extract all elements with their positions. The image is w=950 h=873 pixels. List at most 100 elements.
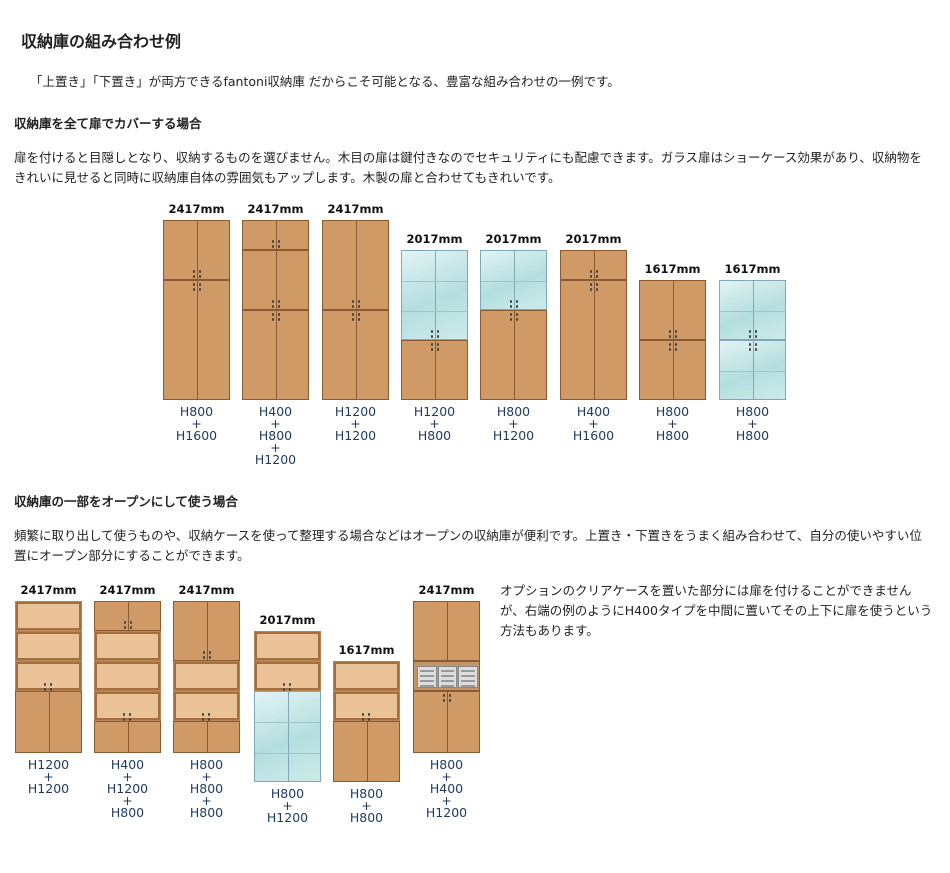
door-split [287,692,289,781]
clear-case-unit [413,661,480,691]
cabinet-height-label: 2417mm [247,202,304,216]
cabinet-composition-caption: H400 + H1600 [572,404,615,443]
door-knobs [271,313,282,321]
door-knobs [123,621,134,629]
open-shelf [255,662,320,690]
cabinet-height-label: 1617mm [338,643,395,657]
open-shelf [16,602,81,630]
open-unit [254,631,321,691]
wood-door-unit [242,250,309,310]
door-knobs [192,283,203,291]
wood-door-unit [173,601,240,661]
wood-door-unit [413,691,480,753]
door-split [206,602,208,660]
clear-case [417,666,437,688]
door-split [593,251,595,279]
section1-heading: 収納庫を全て扉でカバーする場合 [14,116,202,131]
open-shelf [174,662,239,690]
section1-body: 扉を付けると目隠しとなり、収納するものを選びません。木目の扉は鍵付きなのでセキュ… [14,150,922,185]
door-knobs [201,713,212,721]
cabinet-height-label: 2417mm [20,583,77,597]
cabinet-composition-caption: H800 + H400 + H1200 [425,757,468,820]
cabinet-height-label: 2017mm [565,232,622,246]
wood-door-unit [163,280,230,400]
cabinet-composition-caption: H800 + H800 [349,786,384,825]
door-knobs [442,694,453,702]
cabinet-height-label: 2017mm [259,613,316,627]
door-split [355,221,357,309]
open-shelf [255,632,320,660]
cabinet-composition-caption: H1200 + H1200 [27,757,70,796]
door-knobs [509,313,520,321]
door-split [672,281,674,339]
door-split [206,722,208,752]
cabinet-height-label: 1617mm [724,262,781,276]
open-unit [94,631,161,721]
section2-body: 頻繁に取り出して使うものや、収納ケースを使って整理する場合などはオープンの収納庫… [14,528,922,563]
door-split [513,251,515,309]
open-shelf [174,692,239,720]
open-shelf [16,662,81,690]
wood-door-unit [639,340,706,400]
glass-door-unit [480,250,547,310]
open-shelf [334,662,399,690]
cabinet-height-label: 2417mm [418,583,475,597]
glass-shelf [720,311,785,312]
door-knobs [271,300,282,308]
open-unit [333,661,400,721]
door-split [434,341,436,399]
door-split [275,251,277,309]
wood-door-unit [413,601,480,661]
door-knobs [202,651,213,659]
glass-door-unit [254,691,321,782]
open-shelf [95,692,160,720]
door-knobs [430,330,441,338]
wood-door-unit [173,721,240,753]
glass-shelf [720,371,785,372]
cabinet-composition-caption: H800 + H800 [735,404,770,443]
wood-door-unit [560,280,627,400]
door-knobs [748,330,759,338]
glass-door-unit [719,340,786,400]
glass-shelf [481,281,546,282]
section2-heading: 収納庫の一部をオープンにして使う場合 [14,494,238,509]
glass-shelf [255,722,320,723]
door-split [446,602,448,660]
cabinet-composition-caption: H400 + H800 + H1200 [254,404,297,467]
wood-door-unit [401,340,468,400]
cabinet-composition-caption: H800 + H800 + H800 [189,757,224,820]
door-knobs [509,300,520,308]
glass-shelf [402,281,467,282]
open-shelf [95,662,160,690]
door-split [196,281,198,399]
door-knobs [361,713,372,721]
door-knobs [430,343,441,351]
cabinet-composition-caption: H1200 + H800 [413,404,456,443]
wood-door-unit [560,250,627,280]
wood-door-unit [242,220,309,250]
glass-shelf [255,753,320,754]
door-split [366,722,368,781]
door-split [275,221,277,249]
wood-door-unit [242,310,309,400]
door-knobs [43,683,54,691]
cabinet-height-label: 2417mm [99,583,156,597]
door-knobs [668,330,679,338]
door-knobs [192,270,203,278]
door-split [275,311,277,399]
cabinet-height-label: 2417mm [178,583,235,597]
door-knobs [282,683,293,691]
clear-case [437,666,458,688]
door-split [752,281,754,339]
wood-door-unit [94,721,161,753]
door-knobs [271,240,282,248]
door-split [355,311,357,399]
cabinet-height-label: 2417mm [327,202,384,216]
door-split [127,602,129,630]
door-split [196,221,198,279]
door-knobs [122,713,133,721]
glass-door-unit [719,280,786,340]
open-unit [173,661,240,721]
wood-door-unit [322,220,389,310]
door-knobs [589,283,600,291]
